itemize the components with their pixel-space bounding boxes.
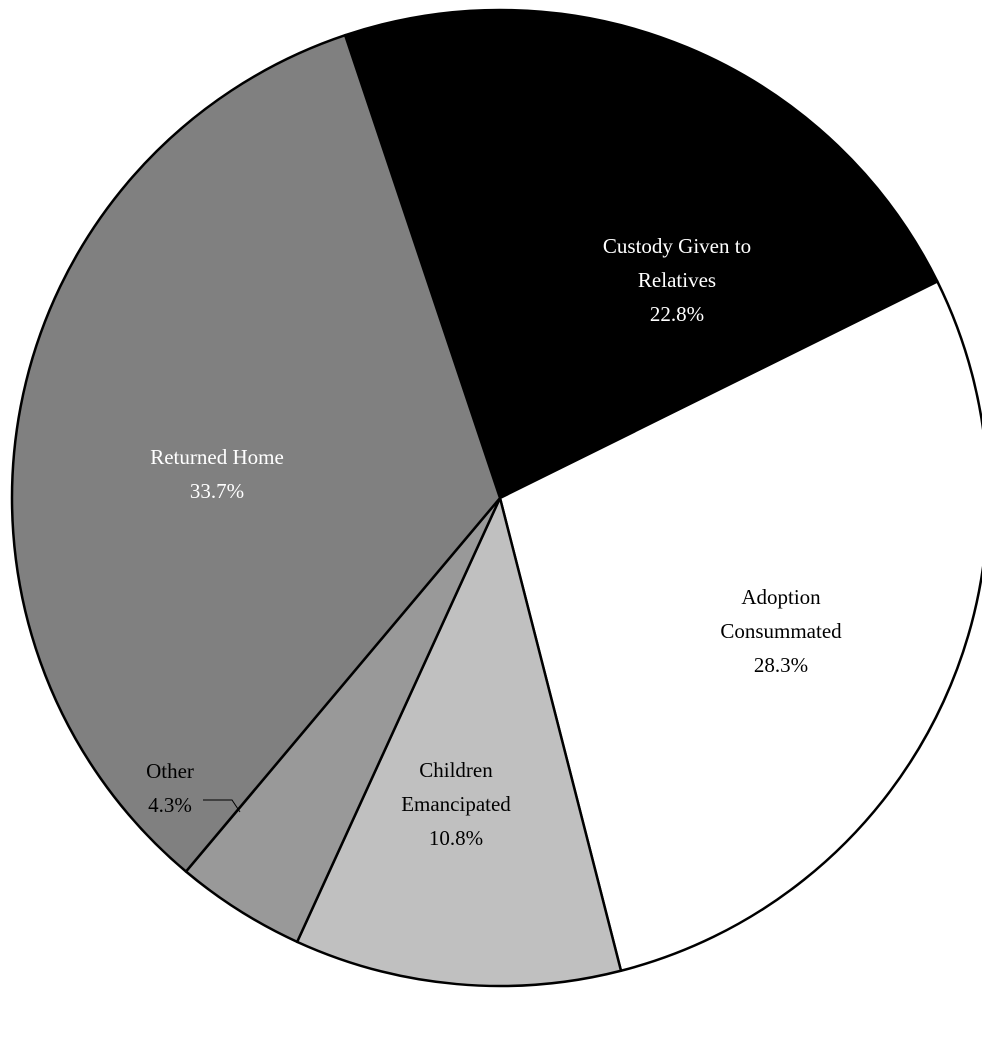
pie-slice-children-emancipated (295, 496, 623, 988)
slice-value-label: 33.7% (190, 479, 244, 503)
slice-category-label: Relatives (638, 268, 716, 292)
slice-category-label: Children (419, 758, 493, 782)
pie-slice-returned-home (10, 33, 502, 873)
slice-value-label: 4.3% (148, 793, 192, 817)
slice-value-label: 10.8% (429, 826, 483, 850)
pie-slice-adoption-consummated (498, 280, 982, 973)
slice-category-label: Adoption (741, 585, 821, 609)
slice-value-label: 28.3% (754, 653, 808, 677)
leader-layer (203, 799, 241, 813)
slice-category-label: Custody Given to (603, 234, 751, 258)
pie-label-custody-given-to-relatives: Custody Given to Relatives 22.8% (603, 234, 751, 326)
other-leader-line (203, 799, 241, 813)
pie-label-other: Other 4.3% (146, 759, 194, 817)
pie-label-returned-home: Returned Home 33.7% (150, 445, 284, 503)
slice-category-label: Other (146, 759, 194, 783)
pie-label-children-emancipated: Children Emancipated 10.8% (401, 758, 511, 850)
slice-category-label: Consummated (720, 619, 842, 643)
slice-value-label: 22.8% (650, 302, 704, 326)
pie-slice-custody-given-to-relatives (343, 8, 939, 500)
slices-layer (10, 8, 982, 988)
pie-label-adoption-consummated: Adoption Consummated 28.3% (720, 585, 842, 677)
labels-layer: Custody Given to Relatives 22.8% Adoption Co… (146, 234, 842, 850)
slice-category-label: Returned Home (150, 445, 284, 469)
slice-category-label: Emancipated (401, 792, 511, 816)
